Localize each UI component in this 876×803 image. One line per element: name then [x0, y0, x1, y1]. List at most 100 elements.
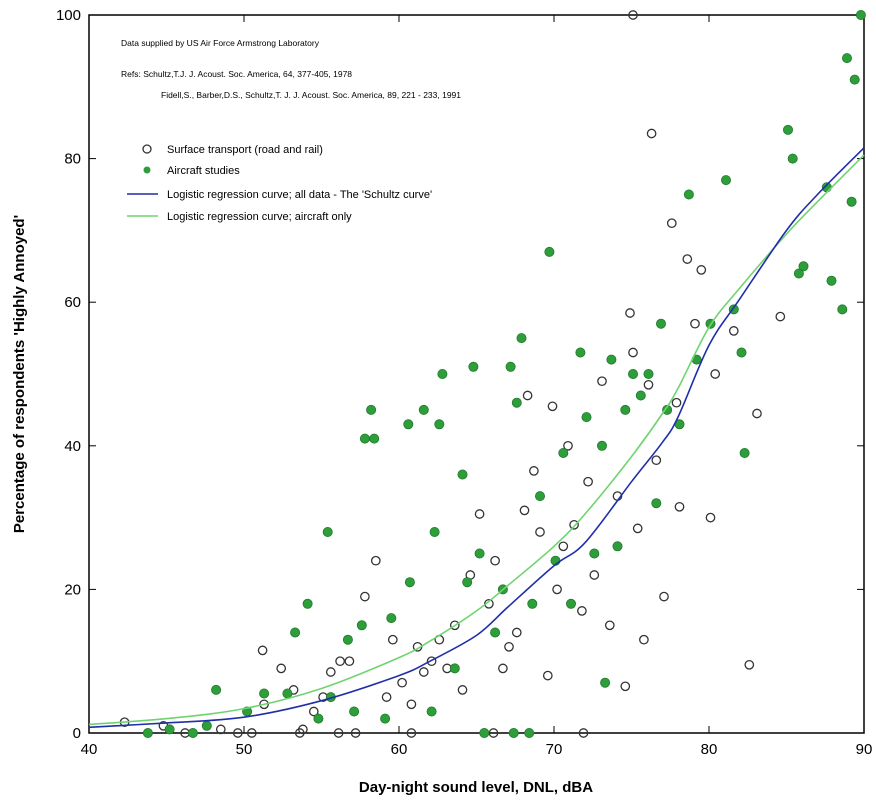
surface-point	[744, 659, 755, 670]
aircraft-point	[600, 677, 611, 688]
surface-point	[344, 656, 355, 667]
aircraft-point	[566, 598, 577, 609]
aircraft-point	[736, 347, 747, 358]
aircraft-point	[449, 663, 460, 674]
plot-frame	[88, 14, 865, 734]
aircraft-point	[837, 304, 848, 315]
aircraft-point	[643, 368, 654, 379]
axis-tick-labels: 40 50 60 70 80 90 0 20 40 60 80 100	[56, 7, 872, 758]
surface-point	[690, 318, 700, 329]
surface-point	[360, 591, 370, 602]
aircraft-point	[322, 527, 333, 538]
x-tick-label: 50	[236, 741, 253, 758]
aircraft-point	[164, 724, 175, 735]
aircraft-point	[544, 246, 555, 257]
legend-label-aircraft-curve: Logistic regression curve; aircraft only	[167, 211, 352, 223]
surface-point	[620, 681, 631, 692]
aircraft-point	[589, 548, 600, 559]
surface-point	[488, 728, 499, 738]
aircraft-point	[798, 261, 809, 272]
aircraft-point	[349, 706, 360, 717]
surface-point	[426, 656, 437, 667]
surface-point	[308, 706, 319, 717]
aircraft-point	[606, 354, 617, 365]
aircraft-point	[662, 404, 673, 415]
aircraft-point	[187, 728, 198, 739]
aircraft-point	[342, 634, 353, 645]
surface-point	[569, 519, 579, 530]
aircraft-point	[826, 275, 837, 286]
surface-point	[666, 218, 677, 229]
aircraft-point	[259, 688, 270, 699]
surface-transport-points	[119, 10, 786, 738]
surface-point	[257, 645, 268, 656]
y-tick-label: 80	[64, 151, 81, 168]
aircraft-point	[359, 433, 370, 444]
aircraft-point	[842, 53, 853, 64]
aircraft-point	[524, 728, 535, 739]
aircraft-point	[462, 577, 473, 588]
aircraft-point	[418, 404, 429, 415]
aircraft-point	[282, 688, 293, 699]
aircraft-point	[356, 620, 367, 631]
aircraft-point	[429, 527, 440, 538]
surface-point	[511, 627, 522, 638]
x-tick-label: 40	[81, 741, 98, 758]
surface-point	[651, 455, 662, 466]
aircraft-point	[558, 447, 569, 458]
surface-point	[752, 408, 762, 419]
surface-point	[643, 379, 654, 390]
surface-point	[350, 728, 361, 738]
aircraft-point	[620, 404, 631, 415]
surface-point	[696, 265, 707, 275]
aircraft-point	[380, 713, 391, 724]
y-tick-label: 60	[64, 294, 81, 311]
aircraft-point	[849, 74, 860, 85]
surface-point	[387, 634, 398, 645]
aircraft-point	[787, 153, 798, 164]
aircraft-point	[581, 412, 592, 423]
aircraft-regression-curve	[88, 154, 865, 726]
x-tick-label: 60	[391, 741, 408, 758]
surface-point	[490, 555, 500, 566]
x-tick-label: 70	[546, 741, 563, 758]
aircraft-point	[846, 196, 857, 207]
surface-point	[728, 326, 739, 336]
surface-point	[682, 254, 693, 264]
aircraft-point	[211, 684, 222, 695]
aircraft-point	[683, 189, 694, 200]
aircraft-point	[527, 598, 538, 609]
legend-label-surface: Surface transport (road and rail)	[167, 144, 323, 156]
x-tick-label: 80	[701, 741, 718, 758]
surface-point	[597, 376, 607, 387]
aircraft-point	[651, 498, 662, 509]
reference-note-2: Fidell,S., Barber,D.S., Schultz,T. J. J.…	[161, 90, 461, 100]
surface-point	[646, 128, 657, 139]
legend-label-aircraft: Aircraft studies	[167, 165, 240, 177]
aircraft-point	[490, 627, 501, 638]
aircraft-point	[313, 713, 324, 724]
aircraft-point	[404, 577, 415, 588]
surface-point	[406, 699, 417, 710]
aircraft-point	[575, 347, 586, 358]
surface-point	[775, 311, 786, 322]
surface-point	[583, 476, 593, 487]
aircraft-point	[403, 419, 414, 430]
surface-point	[418, 667, 429, 677]
legend-marker-surface	[142, 144, 152, 154]
y-tick-label: 100	[56, 7, 81, 24]
surface-point	[552, 584, 562, 595]
surface-point	[519, 505, 530, 516]
y-axis-title: Percentage of respondents 'Highly Annoye…	[11, 215, 28, 533]
surface-point	[498, 663, 508, 674]
surface-point	[294, 728, 305, 738]
aircraft-point	[721, 175, 732, 186]
x-axis-title: Day-night sound level, DNL, dBA	[359, 779, 593, 796]
axis-ticks	[88, 14, 865, 734]
aircraft-point	[505, 361, 516, 372]
surface-point	[628, 347, 638, 358]
surface-point	[547, 401, 558, 412]
surface-point	[449, 620, 460, 631]
surface-point	[558, 541, 569, 552]
